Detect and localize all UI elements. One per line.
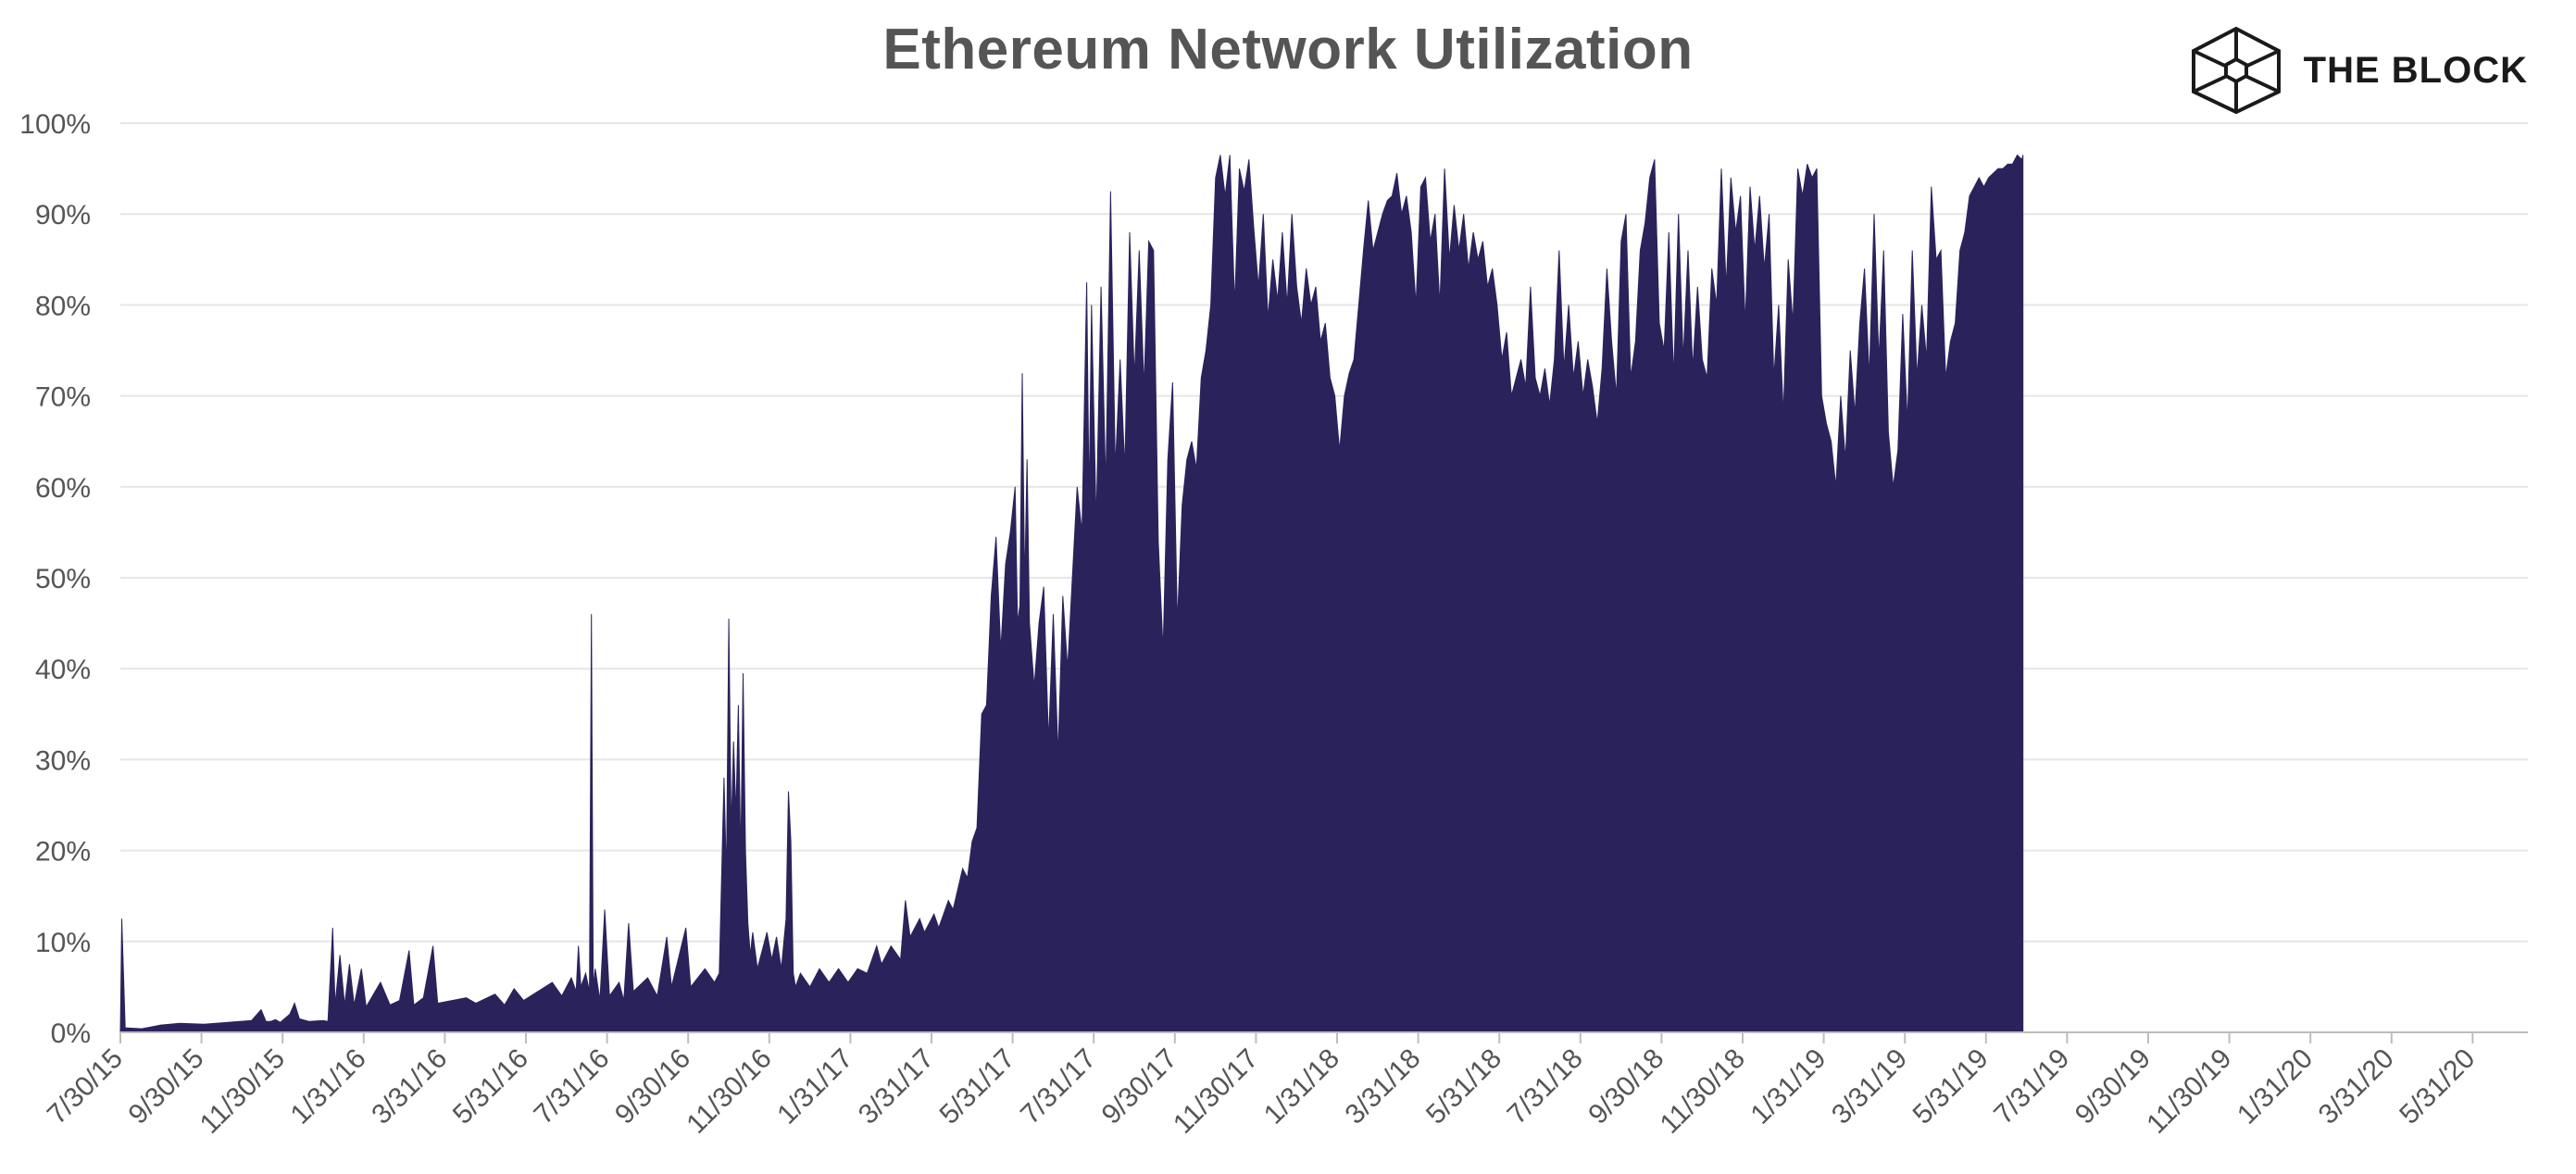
x-tick-label: 11/30/19 — [2141, 1043, 2237, 1140]
y-tick-label: 70% — [35, 382, 91, 413]
x-tick-label: 5/31/17 — [933, 1043, 1020, 1130]
y-tick-label: 50% — [35, 564, 91, 594]
x-tick-label: 1/31/20 — [2232, 1043, 2319, 1130]
x-tick-label: 1/31/19 — [1744, 1043, 1832, 1130]
x-tick-label: 5/31/20 — [2394, 1043, 2481, 1130]
x-tick-label: 5/31/16 — [447, 1043, 534, 1130]
x-tick-label: 1/31/16 — [285, 1043, 372, 1130]
x-tick-label: 5/31/19 — [1907, 1043, 1995, 1130]
y-tick-label: 80% — [35, 291, 91, 321]
x-tick-label: 7/30/15 — [42, 1043, 129, 1130]
y-tick-label: 20% — [35, 837, 91, 868]
brand-logo: THE BLOCK — [2191, 26, 2528, 115]
x-tick-label: 7/31/16 — [528, 1043, 615, 1130]
y-tick-label: 0% — [51, 1018, 91, 1049]
brand-name: THE BLOCK — [2303, 49, 2528, 91]
y-tick-label: 10% — [35, 928, 91, 958]
cube-logo-icon — [2191, 26, 2281, 115]
x-tick-label: 5/31/18 — [1420, 1043, 1507, 1130]
x-tick-label: 7/31/19 — [1988, 1043, 2075, 1130]
x-tick-label: 11/30/16 — [681, 1043, 777, 1140]
y-tick-label: 60% — [35, 473, 91, 504]
x-tick-label: 11/30/18 — [1655, 1043, 1751, 1140]
x-tick-label: 11/30/17 — [1168, 1043, 1264, 1140]
y-tick-label: 30% — [35, 745, 91, 776]
chart-title: Ethereum Network Utilization — [882, 18, 1694, 81]
y-tick-label: 100% — [19, 109, 91, 140]
x-tick-label: 3/31/19 — [1826, 1043, 1913, 1130]
x-tick-label: 1/31/17 — [771, 1043, 858, 1130]
x-tick-label: 7/31/17 — [1015, 1043, 1102, 1130]
x-tick-label: 3/31/18 — [1339, 1043, 1426, 1130]
x-tick-label: 1/31/18 — [1258, 1043, 1345, 1130]
x-tick-label: 3/31/17 — [853, 1043, 940, 1130]
y-tick-label: 40% — [35, 655, 91, 685]
x-tick-label: 3/31/20 — [2313, 1043, 2400, 1130]
x-tick-label: 11/30/15 — [194, 1043, 291, 1140]
y-tick-label: 90% — [35, 200, 91, 231]
x-tick-label: 3/31/16 — [366, 1043, 453, 1130]
x-tick-label: 7/31/18 — [1502, 1043, 1589, 1130]
utilization-area — [119, 154, 2024, 1033]
